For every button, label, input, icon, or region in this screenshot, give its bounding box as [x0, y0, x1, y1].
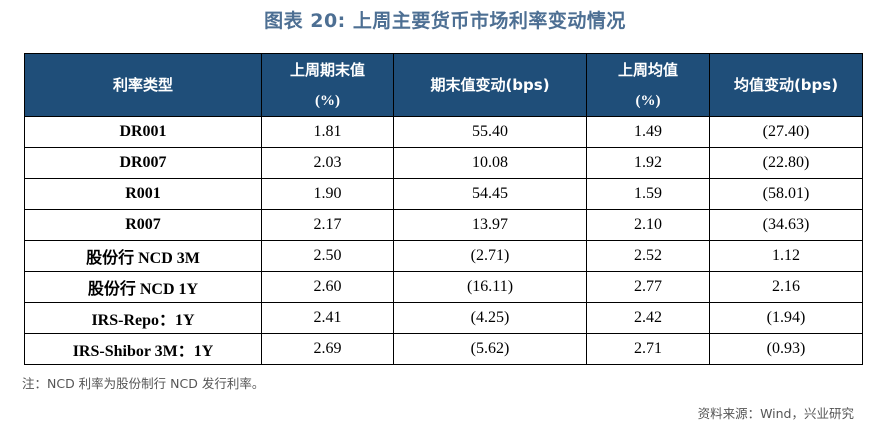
header-unit: (%)	[635, 92, 661, 109]
avg-value-cell: 2.52	[586, 240, 710, 272]
end-value-cell: 2.41	[261, 302, 394, 334]
avg-change-cell: 2.16	[709, 271, 863, 303]
end-change-cell: 54.45	[393, 178, 587, 210]
avg-value-cell: 2.71	[586, 333, 710, 365]
avg-value-cell: 1.59	[586, 178, 710, 210]
source-note: 资料来源：Wind，兴业研究	[697, 406, 854, 421]
end-change-cell: (2.71)	[393, 240, 587, 272]
footnote: 注：NCD 利率为股份制行 NCD 发行利率。	[22, 376, 265, 391]
table-row: DR007 2.03 10.08 1.92 (22.80)	[24, 147, 863, 179]
rate-name-cell: R001	[24, 178, 262, 210]
rate-name-cell: DR001	[24, 116, 262, 148]
table-row: IRS-Shibor 3M：1Y 2.69 (5.62) 2.71 (0.93)	[24, 333, 863, 365]
header-label: 上周期末值	[289, 60, 365, 79]
rate-name-cell: IRS-Shibor 3M：1Y	[24, 333, 262, 365]
rate-name-cell: 股份行 NCD 3M	[24, 240, 262, 272]
end-change-cell: (16.11)	[393, 271, 587, 303]
end-value-cell: 1.81	[261, 116, 394, 148]
end-value-cell: 2.60	[261, 271, 394, 303]
table-row: DR001 1.81 55.40 1.49 (27.40)	[24, 116, 863, 148]
figure-title: 图表 20: 上周主要货币市场利率变动情况	[264, 10, 626, 32]
avg-change-cell: (34.63)	[709, 209, 863, 241]
header-avg-value: 上周均值 (%)	[586, 53, 710, 117]
avg-change-cell: (27.40)	[709, 116, 863, 148]
avg-value-cell: 1.92	[586, 147, 710, 179]
table-row: 股份行 NCD 3M 2.50 (2.71) 2.52 1.12	[24, 240, 863, 272]
end-value-cell: 2.17	[261, 209, 394, 241]
avg-change-cell: (0.93)	[709, 333, 863, 365]
table-row: R007 2.17 13.97 2.10 (34.63)	[24, 209, 863, 241]
table-row: R001 1.90 54.45 1.59 (58.01)	[24, 178, 863, 210]
end-change-cell: 13.97	[393, 209, 587, 241]
rate-name-cell: DR007	[24, 147, 262, 179]
header-rate-type: 利率类型	[24, 53, 262, 117]
rates-table: 利率类型 上周期末值 (%) 期末值变动(bps) 上周均值 (%) 均值变动(bp…	[24, 53, 863, 365]
header-label: 上周均值	[617, 60, 678, 79]
end-change-cell: 10.08	[393, 147, 587, 179]
avg-change-cell: (1.94)	[709, 302, 863, 334]
avg-value-cell: 2.42	[586, 302, 710, 334]
header-unit: (%)	[315, 92, 340, 109]
end-change-cell: (4.25)	[393, 302, 587, 334]
header-avg-change: 均值变动(bps)	[709, 53, 863, 117]
avg-change-cell: (58.01)	[709, 178, 863, 210]
rate-name-cell: IRS-Repo：1Y	[24, 302, 262, 334]
end-change-cell: 55.40	[393, 116, 587, 148]
header-row: 利率类型 上周期末值 (%) 期末值变动(bps) 上周均值 (%) 均值变动(bp…	[24, 53, 863, 117]
avg-value-cell: 2.77	[586, 271, 710, 303]
end-value-cell: 1.90	[261, 178, 394, 210]
table-row: 股份行 NCD 1Y 2.60 (16.11) 2.77 2.16	[24, 271, 863, 303]
avg-change-cell: 1.12	[709, 240, 863, 272]
avg-change-cell: (22.80)	[709, 147, 863, 179]
avg-value-cell: 1.49	[586, 116, 710, 148]
header-label: 均值变动(bps)	[733, 76, 839, 94]
header-label: 期末值变动(bps)	[430, 76, 550, 94]
avg-value-cell: 2.10	[586, 209, 710, 241]
rate-name-cell: R007	[24, 209, 262, 241]
end-value-cell: 2.50	[261, 240, 394, 272]
rate-name-cell: 股份行 NCD 1Y	[24, 271, 262, 303]
header-label: 利率类型	[112, 76, 173, 94]
header-end-value: 上周期末值 (%)	[261, 53, 394, 117]
header-end-change: 期末值变动(bps)	[393, 53, 587, 117]
end-change-cell: (5.62)	[393, 333, 587, 365]
table-row: IRS-Repo：1Y 2.41 (4.25) 2.42 (1.94)	[24, 302, 863, 334]
end-value-cell: 2.03	[261, 147, 394, 179]
end-value-cell: 2.69	[261, 333, 394, 365]
